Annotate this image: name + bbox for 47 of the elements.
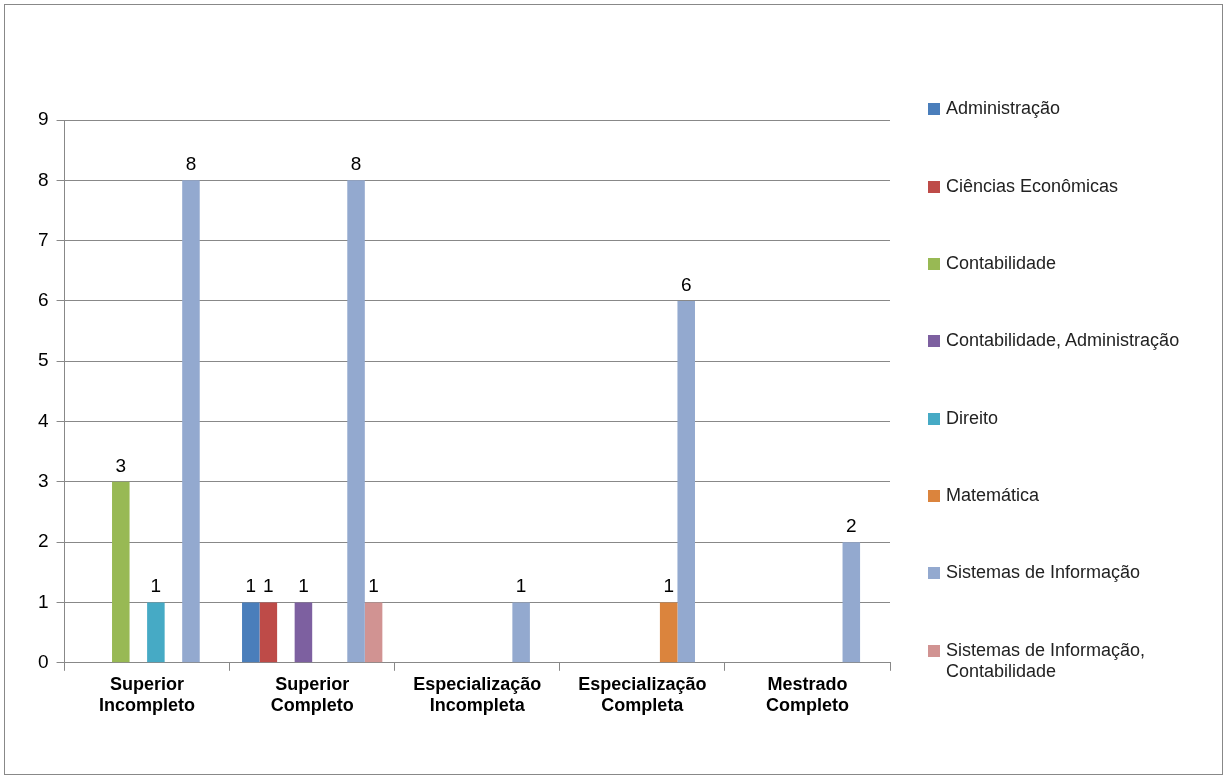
legend-label: Sistemas de Informação — [946, 562, 1141, 584]
bar — [842, 542, 861, 663]
y-tick-label: 6 — [37, 289, 49, 311]
bar — [512, 602, 530, 663]
x-tick-label: Superior Incompleto — [99, 673, 196, 716]
legend-label: Administração — [946, 98, 1061, 120]
data-label: 6 — [680, 273, 692, 295]
y-tick-label: 1 — [37, 590, 49, 612]
legend-label: Sistemas de Informação, Contabilidade — [946, 639, 1147, 682]
y-tick-label: 9 — [37, 108, 49, 130]
data-label: 3 — [115, 454, 127, 476]
y-tick-label: 0 — [37, 651, 49, 673]
data-label: 8 — [185, 153, 197, 175]
y-tick-label: 7 — [37, 228, 49, 250]
y-tick-label: 5 — [37, 349, 49, 371]
x-tick-label: Especialização Incompleta — [413, 673, 542, 716]
bar — [112, 481, 130, 663]
data-label: 1 — [368, 575, 379, 597]
bar — [147, 602, 165, 663]
bar — [347, 180, 365, 663]
y-tick-label: 2 — [37, 530, 49, 552]
data-label: 1 — [245, 575, 257, 597]
bar — [242, 602, 260, 663]
data-label: 1 — [263, 575, 274, 597]
bar — [182, 180, 200, 663]
bar — [677, 300, 695, 663]
y-tick-label: 4 — [37, 409, 49, 431]
data-label: 2 — [846, 514, 857, 536]
data-label: 8 — [350, 153, 362, 175]
legend-label: Direito — [946, 407, 999, 429]
bar — [364, 602, 383, 663]
x-tick-label: Mestrado Completo — [765, 673, 849, 716]
legend-label: Contabilidade — [946, 252, 1057, 274]
legend-label: Contabilidade, Administração — [946, 330, 1180, 352]
legend-label: Matemática — [946, 485, 1040, 507]
y-tick-label: 8 — [37, 168, 49, 190]
bar — [294, 602, 313, 663]
bar — [659, 602, 678, 663]
x-tick-label: Superior Completo — [270, 673, 354, 716]
y-tick-label: 3 — [37, 470, 49, 492]
data-label: 1 — [150, 575, 162, 597]
data-label: 1 — [663, 575, 674, 597]
legend-label: Ciências Econômicas — [946, 175, 1119, 197]
bar — [259, 602, 278, 663]
data-label: 1 — [298, 575, 309, 597]
x-tick-label: Especialização Completa — [578, 673, 707, 716]
data-label: 1 — [515, 575, 527, 597]
